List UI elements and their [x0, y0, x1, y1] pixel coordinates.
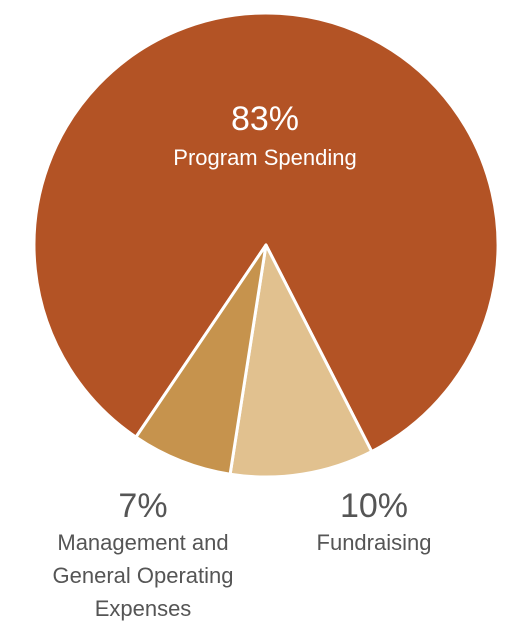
slice-management-name-line-3: Expenses	[95, 596, 192, 621]
slice-management	[134, 243, 268, 476]
slice-program-spending-value-label: 83%	[231, 100, 299, 138]
slice-management-name-line-1: Management and	[57, 530, 228, 555]
pie-labels: 83% Program Spending 7% Management and G…	[53, 100, 432, 621]
slice-program-spending	[32, 11, 500, 454]
slice-fundraising-name-label: Fundraising	[317, 530, 432, 555]
slice-management-name-line-2: General Operating	[53, 563, 234, 588]
slice-program-spending-name-label: Program Spending	[173, 145, 356, 170]
slice-fundraising-value-label: 10%	[340, 487, 408, 525]
slice-fundraising	[228, 243, 374, 479]
pie-slices	[32, 11, 500, 479]
slice-management-value-label: 7%	[118, 487, 167, 525]
